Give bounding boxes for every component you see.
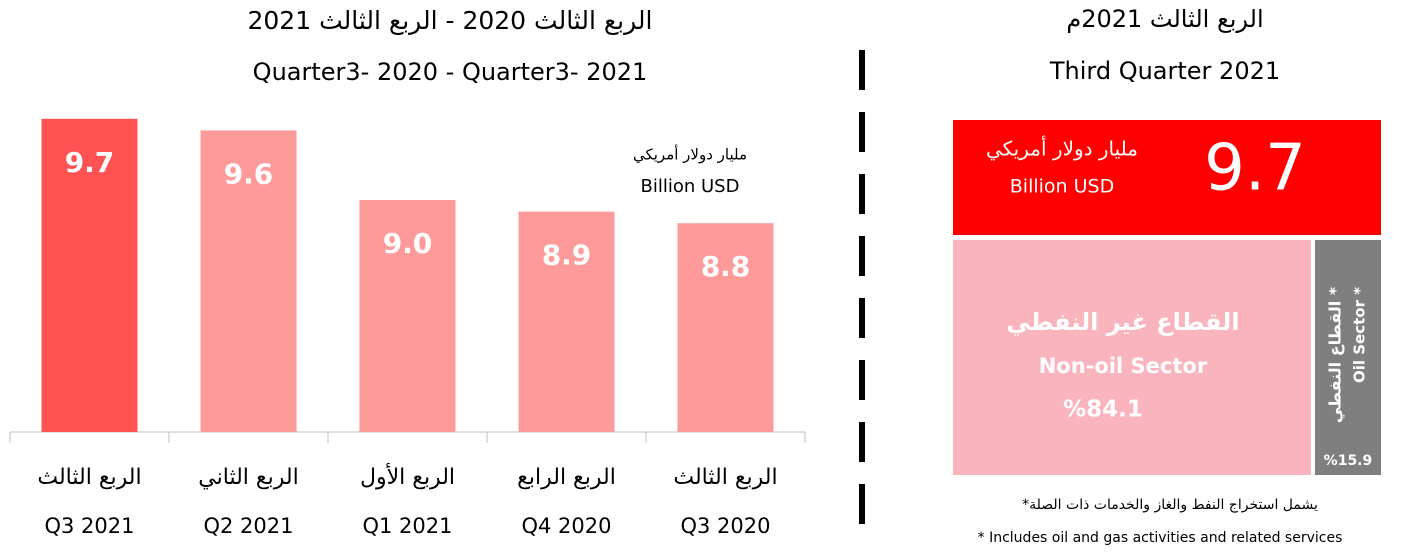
bar-subtitle: Quarter3- 2020 - Quarter3- 2021 (253, 58, 648, 86)
bar (359, 200, 456, 432)
segment-value: %15.9 (1324, 453, 1373, 469)
unit-label: مليار دولار أمريكي (633, 145, 747, 165)
value-label: 8.8 (701, 250, 751, 283)
x-tick-label: Q4 2020 (521, 514, 611, 538)
treemap-title: الربع الثالث 2021م (1066, 5, 1263, 33)
x-tick-label: Q3 2020 (680, 514, 770, 538)
segment-label: Oil Sector * (1350, 287, 1368, 383)
x-tick-label: Q2 2021 (203, 514, 293, 538)
unit-label: مليار دولار أمريكي (986, 136, 1138, 162)
x-tick-label: الربع الأول (360, 463, 455, 490)
unit-label: Billion USD (1010, 176, 1114, 198)
bar-title: الربع الثالث 2020 - الربع الثالث 2021 (248, 6, 653, 36)
segment-label: القطاع غير النفطي (1006, 308, 1239, 336)
bar (518, 211, 615, 432)
x-tick-label: Q1 2021 (362, 514, 452, 538)
treemap-subtitle: Third Quarter 2021 (1049, 57, 1280, 85)
value-label: 9.0 (383, 227, 433, 260)
footnote: * Includes oil and gas activities and re… (978, 530, 1343, 546)
x-tick-label: الربع الرابع (517, 465, 616, 490)
x-tick-label: الربع الثالث (673, 465, 777, 490)
segment-label: القطاع النفطي * (1325, 286, 1345, 423)
total-box (953, 120, 1381, 235)
x-tick-label: الربع الثاني (198, 465, 298, 490)
total-label: 9.7 (1204, 132, 1306, 206)
value-label: 9.6 (224, 157, 274, 190)
segment (953, 240, 1311, 475)
value-label: 8.9 (542, 239, 592, 272)
unit-label: Billion USD (641, 176, 740, 197)
segment-value: %84.1 (1063, 397, 1143, 423)
bar (200, 130, 297, 432)
footnote: *يشمل استخراج النفط والغاز والخدمات ذات … (1022, 497, 1318, 513)
x-tick-label: الربع الثالث (37, 465, 141, 490)
bar (677, 223, 774, 432)
x-tick-label: Q3 2021 (44, 514, 134, 538)
bar (41, 118, 138, 433)
segment-label: Non-oil Sector (1039, 354, 1208, 378)
segment (1314, 240, 1381, 475)
value-label: 9.7 (65, 146, 115, 179)
